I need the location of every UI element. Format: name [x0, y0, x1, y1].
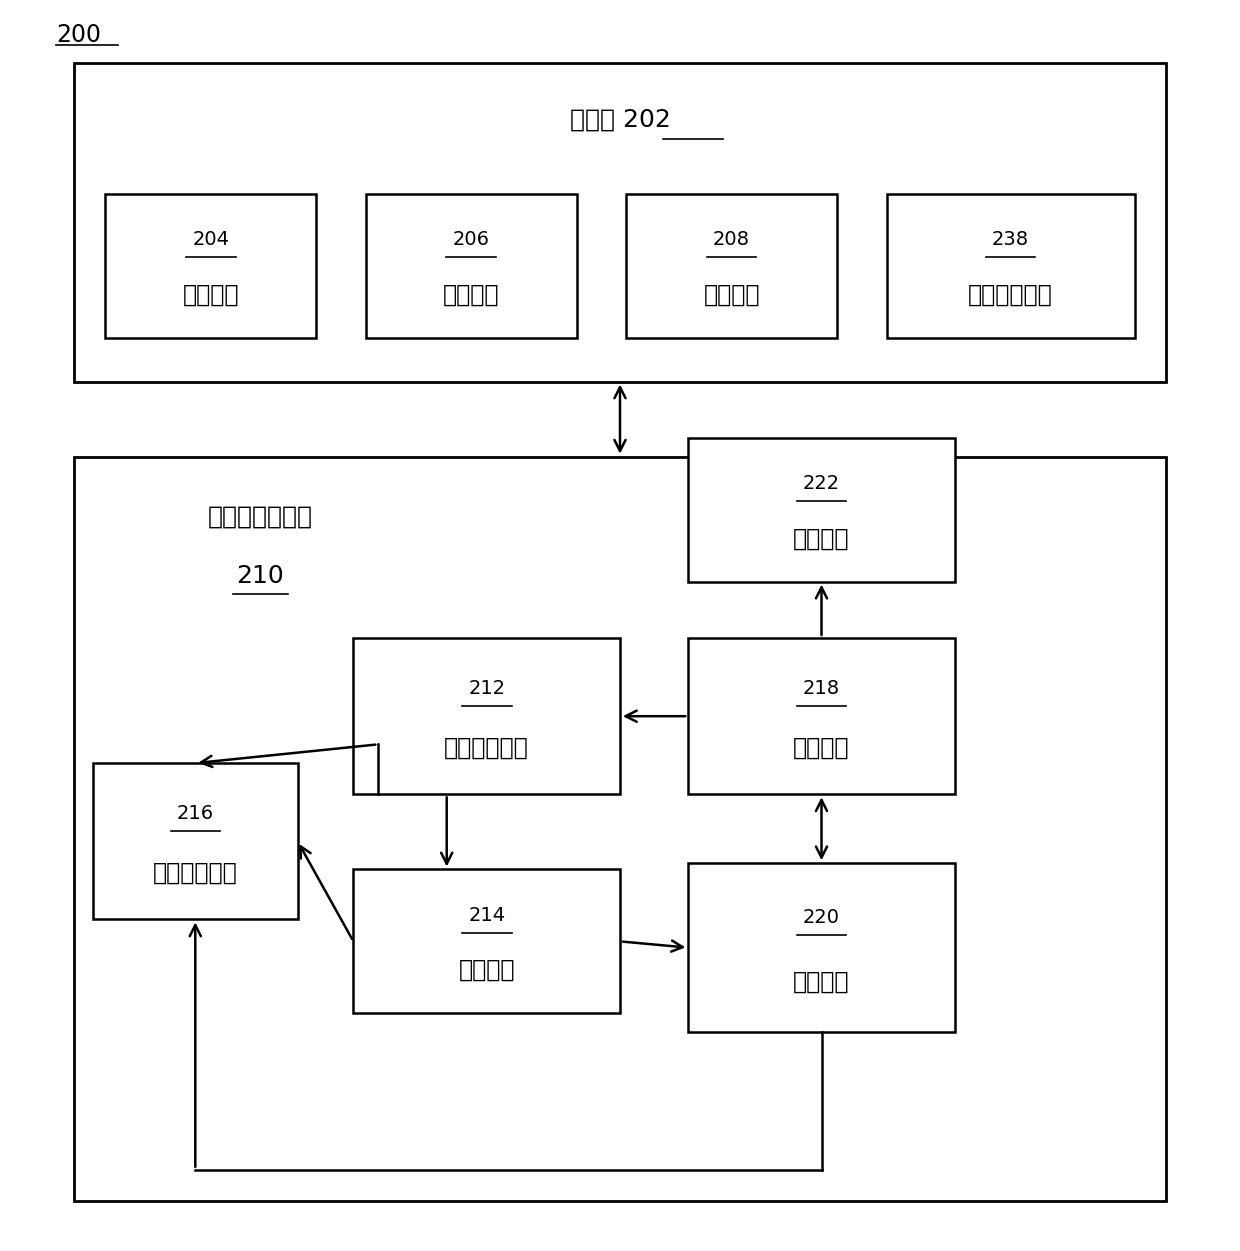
Text: 208: 208	[713, 230, 750, 249]
Bar	[74, 63, 1166, 382]
Text: 218: 218	[804, 678, 839, 698]
Text: 统计模型: 统计模型	[703, 283, 760, 306]
Bar	[688, 638, 955, 794]
Bar	[353, 638, 620, 794]
Text: 治疗规划: 治疗规划	[794, 527, 849, 550]
Bar	[74, 457, 1166, 1201]
Bar	[353, 869, 620, 1013]
Bar	[366, 194, 577, 338]
Text: 当前患者记录: 当前患者记录	[444, 736, 529, 759]
Text: 214: 214	[469, 906, 505, 924]
Text: 治疗类型: 治疗类型	[443, 283, 500, 306]
Text: 216: 216	[177, 803, 213, 823]
Bar	[887, 194, 1135, 338]
Bar	[688, 438, 955, 582]
Text: 204: 204	[192, 230, 229, 249]
Text: 206: 206	[453, 230, 490, 249]
Text: 210: 210	[237, 564, 284, 588]
Bar	[688, 863, 955, 1032]
Text: 递送系统特性: 递送系统特性	[968, 283, 1053, 306]
Text: 222: 222	[804, 474, 839, 493]
Bar	[93, 763, 298, 919]
Text: 优化引擎: 优化引擎	[794, 736, 849, 759]
Text: 治疗规划工具集: 治疗规划工具集	[208, 504, 312, 528]
Text: 200: 200	[56, 23, 100, 48]
Text: 患者记录: 患者记录	[182, 283, 239, 306]
Text: 医学图像处理: 医学图像处理	[153, 861, 238, 884]
Text: 212: 212	[469, 678, 505, 698]
Text: 238: 238	[992, 230, 1029, 249]
Text: 治疗类型: 治疗类型	[459, 958, 515, 982]
Bar	[105, 194, 316, 338]
Text: 剂量分配: 剂量分配	[794, 970, 849, 993]
Bar	[626, 194, 837, 338]
Text: 知识库 202: 知识库 202	[569, 108, 671, 131]
Text: 220: 220	[804, 908, 839, 927]
